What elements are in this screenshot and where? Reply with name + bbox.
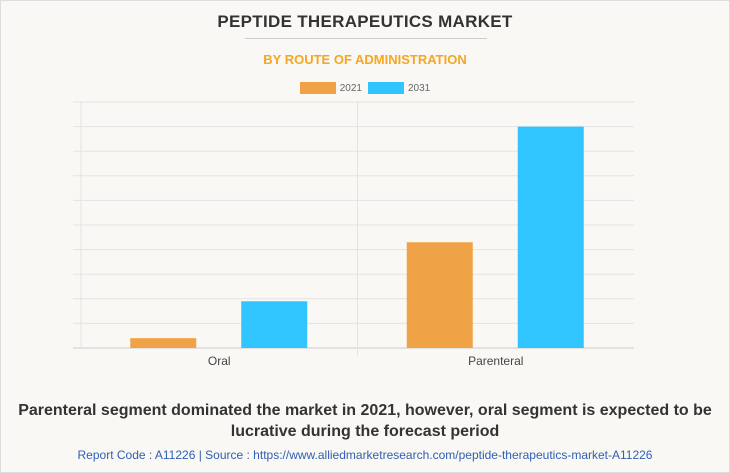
chart-caption: Parenteral segment dominated the market …: [1, 400, 729, 442]
chart-title: PEPTIDE THERAPEUTICS MARKET: [217, 12, 513, 31]
legend: 2021 2031: [1, 82, 729, 94]
legend-label-2021: 2021: [339, 82, 362, 94]
x-tick-label: Oral: [208, 354, 231, 368]
bar-plot: Oral Parenteral: [73, 101, 634, 368]
legend-item-2031[interactable]: 2031: [368, 82, 430, 94]
bar-oral-2021: [130, 338, 197, 348]
title-divider: [245, 38, 487, 39]
bar-oral-2031: [241, 301, 308, 348]
bar-parenteral-2031: [517, 126, 584, 348]
legend-item-2021[interactable]: 2021: [299, 82, 362, 94]
legend-label-2031: 2031: [408, 82, 431, 94]
caption-line-2: lucrative during the forecast period: [230, 423, 500, 440]
bar-parenteral-2021: [406, 242, 473, 348]
legend-swatch-2021: [299, 82, 336, 94]
legend-swatch-2031: [368, 82, 404, 94]
chart-subtitle: BY ROUTE OF ADMINISTRATION: [263, 52, 467, 67]
source-footer: Report Code : A11226 | Source : https://…: [77, 448, 653, 462]
caption-line-1: Parenteral segment dominated the market …: [18, 402, 712, 419]
x-tick-label: Parenteral: [468, 354, 523, 368]
